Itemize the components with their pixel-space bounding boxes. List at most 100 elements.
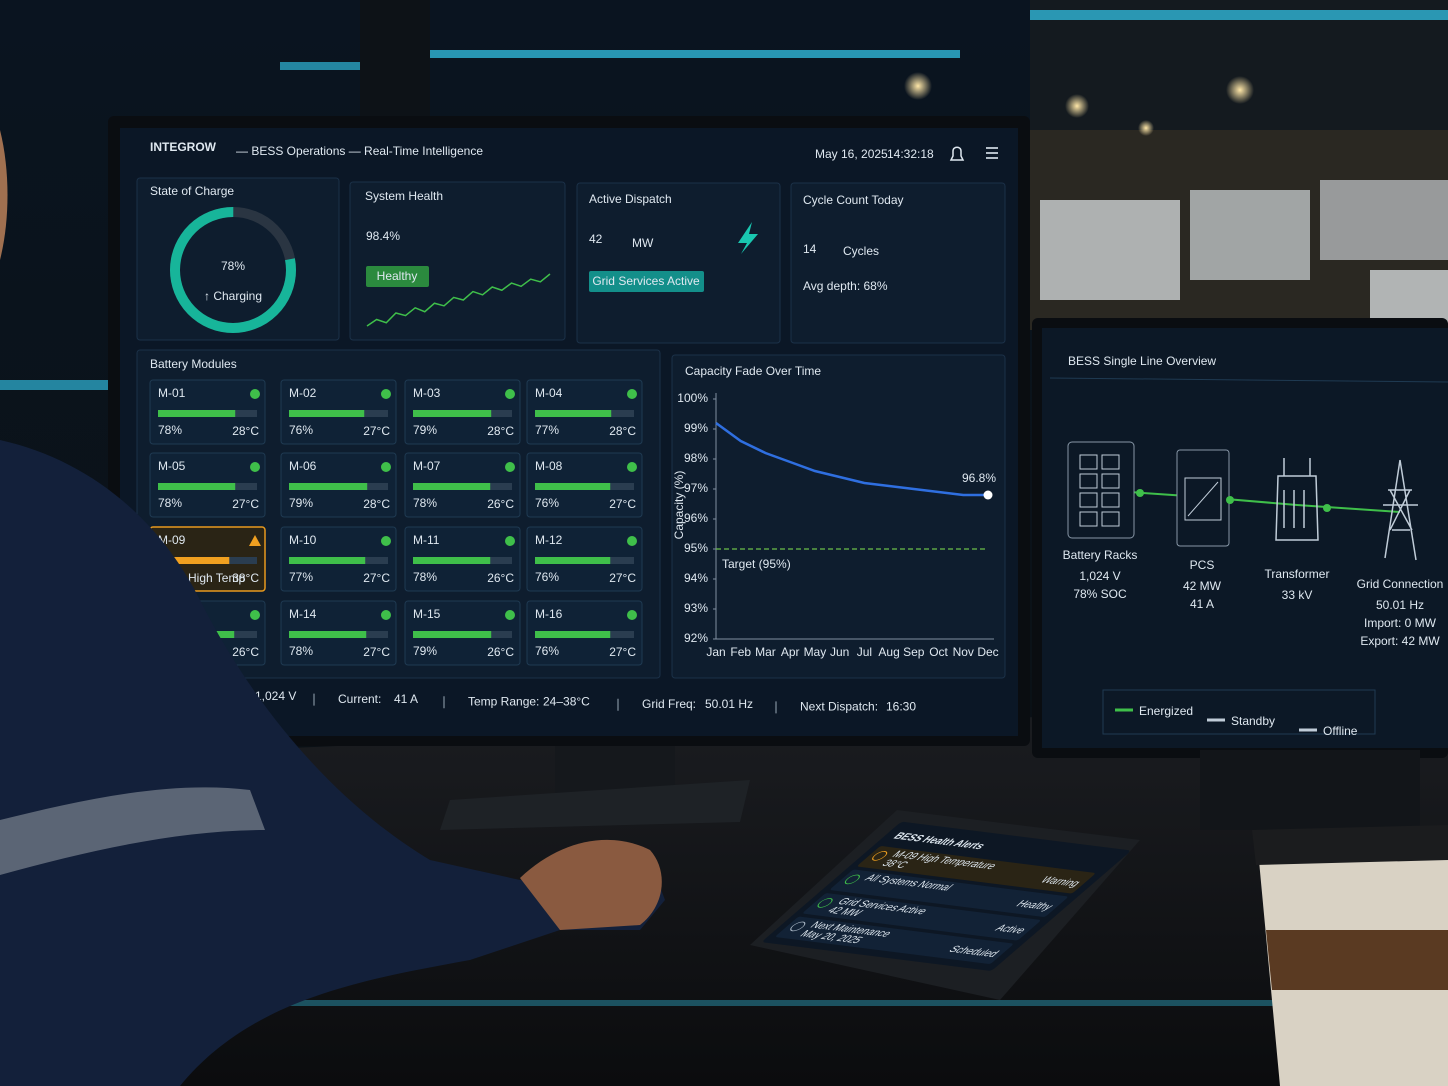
module-soc: 77% (535, 423, 559, 437)
module-soc: 79% (413, 423, 437, 437)
soc-bar (158, 483, 236, 490)
y-axis-label: Capacity (%) (672, 471, 686, 540)
module-temp: 28°C (487, 424, 514, 438)
module-id: M-12 (535, 533, 563, 547)
x-tick-label: Jan (706, 645, 725, 659)
module-soc: 76% (535, 644, 559, 658)
footer-label: Next Dispatch: (800, 700, 878, 714)
module-temp: 27°C (363, 424, 390, 438)
status-dot (250, 610, 260, 620)
badge-text: Grid Services Active (592, 274, 700, 288)
status-dot (250, 389, 260, 399)
cycles-value: 14 (803, 242, 817, 256)
brand: INTEGROW (150, 140, 217, 154)
x-tick-label: Jul (857, 645, 872, 659)
soc-bar (158, 557, 230, 564)
footer-value: 41 A (394, 692, 418, 706)
card-title: System Health (365, 189, 443, 203)
module-id: M-01 (158, 386, 186, 400)
rack-cell (1079, 492, 1098, 508)
module-soc: 78% (289, 644, 313, 658)
alert-row (803, 893, 1041, 941)
right-monitor-stand (1200, 750, 1420, 830)
panel (576, 182, 781, 344)
date: May 16, 2025 (815, 147, 888, 161)
module-id: M-05 (158, 459, 186, 473)
alert-icon (817, 898, 833, 908)
time: 14:32:18 (887, 147, 934, 161)
module-id: M-16 (535, 607, 563, 621)
alert-row (830, 869, 1068, 917)
legend-label: Offline (1323, 724, 1358, 738)
node-detail: 41 A (1190, 597, 1214, 611)
legend-box (1102, 689, 1376, 735)
status-dot (381, 610, 391, 620)
module-soc: 78% (413, 570, 437, 584)
node-detail: 42 MW (1183, 579, 1222, 593)
module-soc: 78% (158, 423, 182, 437)
x-tick-label: Jun (830, 645, 849, 659)
panel-title: Battery Modules (150, 357, 237, 371)
module-temp: 27°C (609, 645, 636, 659)
pcs-symbol (1184, 477, 1222, 521)
module-temp: 26°C (487, 497, 514, 511)
alert-row (776, 916, 1013, 964)
module-id: M-03 (413, 386, 441, 400)
soc-bar (413, 631, 492, 638)
module-id: M-10 (289, 533, 317, 547)
tower-icon (1383, 459, 1418, 561)
module-id: M-04 (535, 386, 563, 400)
node-detail: Import: 0 MW (1364, 616, 1437, 630)
operator-arm (0, 440, 665, 1086)
alert-status: Healthy (1013, 898, 1057, 912)
module-temp: 27°C (363, 571, 390, 585)
soc-bar (158, 410, 236, 417)
coffee-cup (1252, 825, 1448, 1086)
node-detail: 50.01 Hz (1376, 598, 1424, 612)
node-name: Battery Racks (1063, 548, 1138, 562)
line (715, 421, 988, 497)
module-id: M-02 (289, 386, 317, 400)
rack-cell (1101, 511, 1120, 527)
soc-bar (289, 557, 366, 564)
status-dot (627, 389, 637, 399)
node-detail: Export: 42 MW (1360, 634, 1440, 648)
alert-icon (872, 851, 888, 861)
module-id: M-07 (413, 459, 441, 473)
warning-icon (249, 535, 261, 546)
module-temp: 38°C (232, 571, 259, 585)
status-dot (381, 536, 391, 546)
soc-bar (413, 557, 491, 564)
module-alert: High Temp (188, 571, 245, 585)
badge-text: Healthy (377, 269, 418, 283)
badge (589, 271, 704, 292)
alert-status: Active (992, 923, 1029, 936)
x-tick-label: Apr (781, 645, 800, 659)
module-soc: 78% (158, 496, 182, 510)
y-tick-label: 93% (684, 601, 708, 615)
rack-cell (1101, 454, 1120, 470)
x-tick-label: May (804, 645, 827, 659)
footer-value: 24–38°C (543, 694, 590, 708)
card-title: Cycle Count Today (803, 193, 904, 207)
panel-title: BESS Single Line Overview (1068, 354, 1216, 368)
module-soc: 76% (535, 496, 559, 510)
module-temp: 28°C (609, 424, 636, 438)
module-temp: 26°C (487, 571, 514, 585)
module-id: M-08 (535, 459, 563, 473)
module-temp: 28°C (232, 424, 259, 438)
y-tick-label: 99% (684, 421, 708, 435)
node-detail: 33 kV (1282, 588, 1313, 602)
module-id: M-06 (289, 459, 317, 473)
node-detail: 1,024 V (1079, 569, 1120, 583)
y-tick-label: 96% (684, 511, 708, 525)
panel (671, 354, 1006, 679)
alert-detail: 38°C (879, 858, 912, 870)
energized-line (1099, 489, 1401, 513)
module-temp: 27°C (609, 497, 636, 511)
node-dot (1226, 496, 1234, 504)
gauge-fill (170, 207, 296, 333)
y-tick-label: 100% (677, 391, 708, 405)
alert-row (857, 846, 1095, 894)
